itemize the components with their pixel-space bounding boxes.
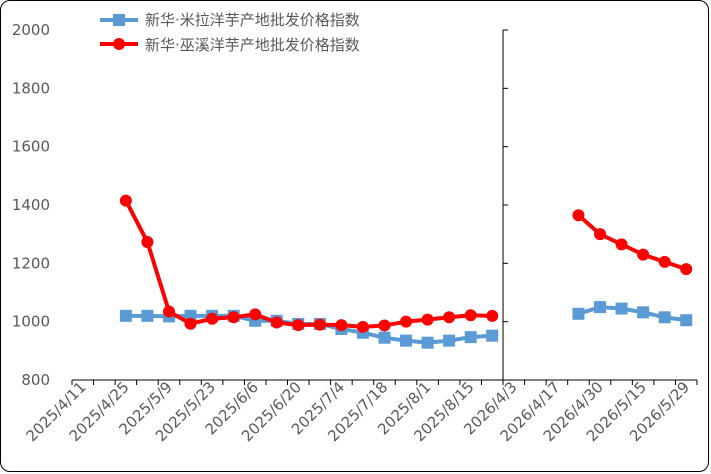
- legend: 新华·米拉洋芋产地批发价格指数 新华·巫溪洋芋产地批发价格指数: [100, 11, 360, 54]
- series-line: [124, 199, 493, 329]
- data-point: [464, 331, 477, 344]
- data-point: [249, 308, 262, 321]
- data-point: [162, 305, 175, 318]
- legend-entry-wuxi: 新华·巫溪洋芋产地批发价格指数: [100, 36, 360, 54]
- data-point: [227, 311, 240, 324]
- data-point: [292, 319, 305, 332]
- data-point: [658, 311, 671, 324]
- y-tick-label: 1800: [12, 79, 50, 97]
- data-point: [141, 309, 154, 322]
- series-layer: [119, 194, 693, 349]
- data-point: [400, 334, 413, 347]
- data-point: [486, 329, 499, 342]
- data-point: [119, 309, 132, 322]
- y-tick-label: 1200: [12, 254, 50, 272]
- data-point: [680, 263, 693, 276]
- y-tick-label: 2000: [12, 21, 50, 39]
- data-point: [313, 318, 326, 331]
- data-point: [594, 301, 607, 314]
- series-0: [119, 301, 693, 349]
- data-point: [249, 314, 262, 327]
- data-point: [443, 334, 456, 347]
- data-point: [443, 311, 456, 324]
- data-point: [615, 302, 628, 315]
- legend-label-mila: 新华·米拉洋芋产地批发价格指数: [145, 11, 360, 29]
- series-1: [119, 194, 693, 333]
- legend-entry-mila: 新华·米拉洋芋产地批发价格指数: [100, 11, 360, 29]
- y-tick-label: 1000: [12, 313, 50, 331]
- y-tick-label: 1600: [12, 138, 50, 156]
- data-point: [637, 248, 650, 261]
- data-point: [680, 314, 693, 327]
- data-point: [184, 317, 197, 330]
- data-point: [464, 309, 477, 322]
- data-point: [637, 306, 650, 319]
- legend-label-wuxi: 新华·巫溪洋芋产地批发价格指数: [145, 36, 360, 54]
- y-tick-label: 1400: [12, 196, 50, 214]
- data-point: [119, 194, 132, 207]
- legend-marker-mila: [113, 14, 125, 26]
- data-point: [270, 316, 283, 329]
- data-point: [572, 209, 585, 222]
- data-point: [615, 238, 628, 251]
- data-point: [421, 336, 434, 349]
- data-point: [486, 309, 499, 322]
- data-point: [658, 255, 671, 268]
- data-point: [141, 236, 154, 249]
- y-tick-label: 800: [21, 371, 50, 389]
- data-point: [335, 319, 348, 332]
- data-point: [356, 320, 369, 333]
- data-point: [594, 228, 607, 241]
- data-point: [378, 331, 391, 344]
- data-point: [572, 307, 585, 320]
- data-point: [400, 315, 413, 328]
- data-point: [378, 319, 391, 332]
- data-point: [206, 312, 219, 325]
- data-point: [421, 313, 434, 326]
- legend-marker-wuxi: [113, 38, 125, 50]
